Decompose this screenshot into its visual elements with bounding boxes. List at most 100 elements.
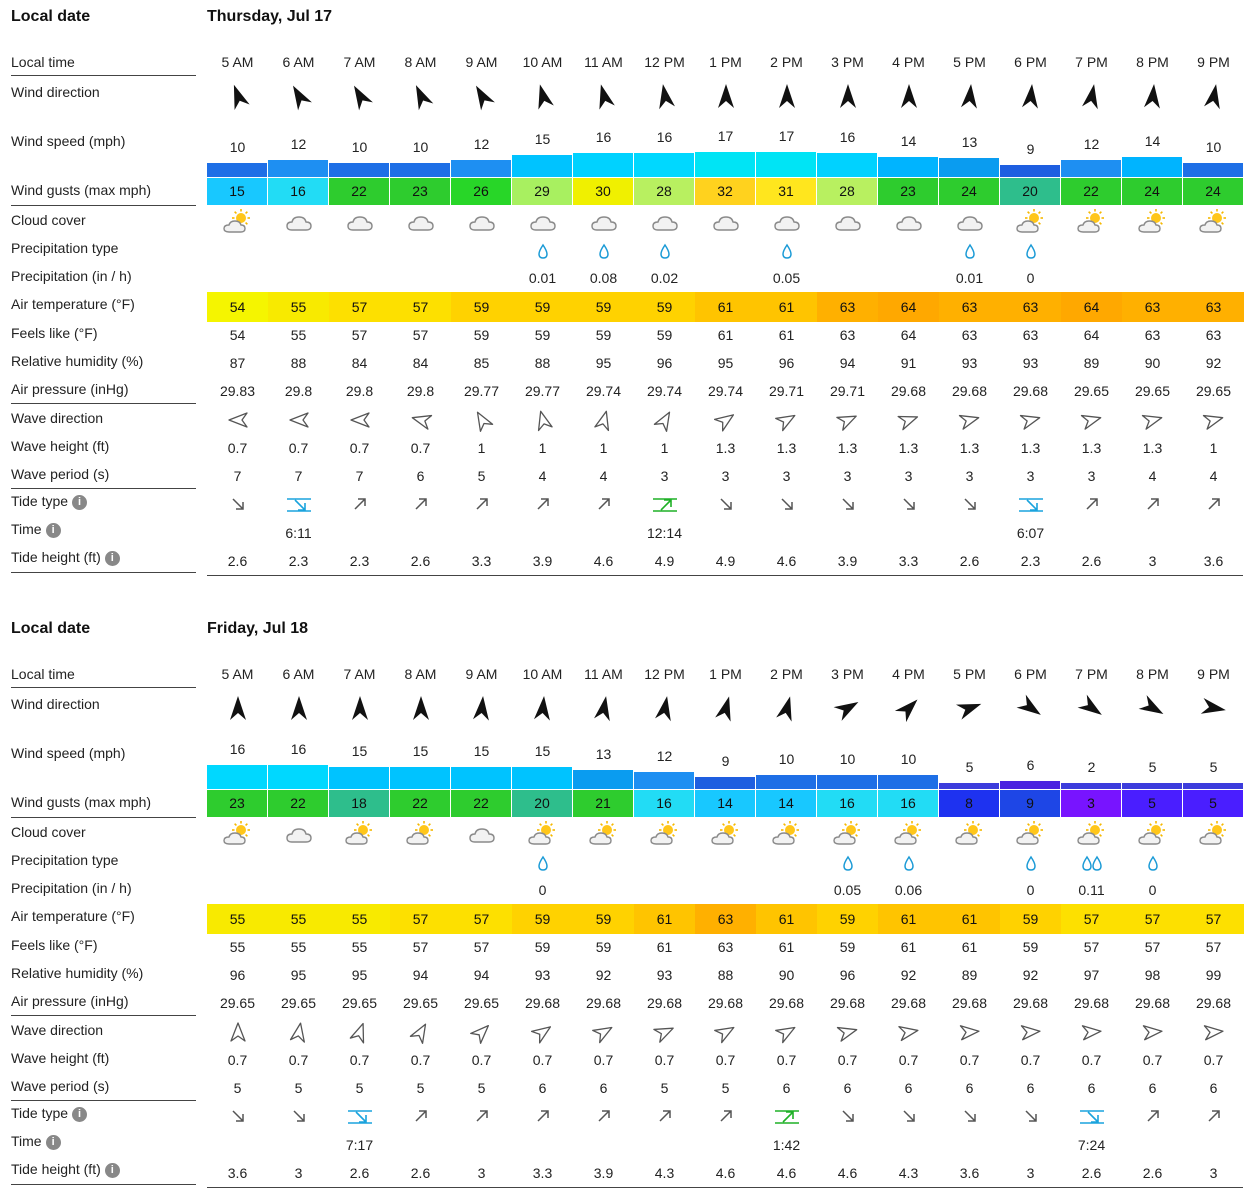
wind-arrow-icon: [1143, 84, 1160, 109]
info-icon[interactable]: i: [104, 550, 120, 566]
rain-drop-icon: [842, 855, 853, 871]
air-temperature-cell: 63: [695, 904, 756, 934]
wind-gust-cell: 30: [573, 178, 633, 205]
wave-height-value: 1: [599, 440, 608, 456]
wave-arrow-icon: [774, 1026, 795, 1044]
sun-cloud-icon: [710, 821, 738, 845]
row-label-text: Precipitation type: [11, 852, 119, 868]
rain-drop-icon: [1147, 855, 1158, 871]
wind-arrow-icon: [412, 696, 429, 720]
wave-height-value: 0.7: [227, 1052, 248, 1068]
feels-like-value: 64: [1083, 327, 1100, 343]
wind-speed-value: 9: [721, 753, 730, 769]
info-icon[interactable]: i: [45, 1134, 61, 1150]
wave-direction-cell: [817, 1021, 878, 1048]
hour-label: 5 PM: [953, 666, 986, 682]
precip-type-cell: [878, 855, 939, 877]
sun-cloud-icon: [1137, 209, 1165, 233]
air-temperature-cell: 57: [451, 904, 512, 934]
wave-period-value: 4: [538, 468, 547, 484]
rain-drop-icon: [537, 243, 548, 259]
wave-direction-cell: [634, 1021, 695, 1048]
info-icon[interactable]: i: [104, 1162, 120, 1178]
sun-cloud-icon: [344, 821, 372, 845]
wave-direction-cell: [695, 1021, 756, 1048]
wind-gust-cell: 9: [1000, 790, 1060, 817]
precip-type-cell: [1000, 243, 1061, 265]
wind-direction-cell: [329, 694, 390, 727]
wave-height-value: 0.7: [776, 1052, 797, 1068]
wind-speed-bar: [878, 775, 938, 789]
air-temperature-cell: 59: [451, 292, 512, 322]
info-icon[interactable]: i: [72, 494, 88, 510]
humidity-value: 93: [534, 967, 551, 983]
row-label-precip: Precipitation (in / h): [11, 880, 132, 896]
feels-like-value: 63: [839, 327, 856, 343]
wind-arrow-icon: [533, 696, 550, 721]
humidity-value: 92: [1205, 355, 1222, 371]
wind-speed-bar: [390, 767, 450, 789]
row-separator: [11, 488, 196, 489]
hour-label: 6 PM: [1014, 54, 1047, 70]
wave-height-value: 1.3: [1020, 440, 1041, 456]
wind-speed-value: 16: [656, 129, 673, 145]
tide-falling-icon: [963, 1110, 976, 1122]
wind-speed-bar: [1183, 783, 1243, 789]
wave-arrow-icon: [469, 1024, 489, 1044]
air-temperature-cell: 59: [1000, 904, 1061, 934]
hour-label: 7 AM: [343, 54, 376, 70]
wave-arrow-icon: [591, 1026, 612, 1044]
row-label-cloud-cover: Cloud cover: [11, 824, 86, 840]
wind-direction-cell: [1122, 82, 1183, 115]
wave-height-value: 0.7: [1203, 1052, 1224, 1068]
feels-like-value: 63: [1144, 327, 1161, 343]
wind-speed-value: 10: [412, 139, 429, 155]
cloud-cover-cell: [329, 821, 390, 851]
humidity-value: 95: [351, 967, 368, 983]
row-label-air-temp: Air temperature (°F): [11, 908, 135, 924]
feels-like-value: 59: [1022, 939, 1039, 955]
info-icon[interactable]: i: [45, 522, 61, 538]
tide-type-cell: [878, 1108, 939, 1129]
row-separator: [11, 817, 196, 818]
wave-arrow-icon: [1141, 414, 1162, 430]
row-separator: [11, 1100, 196, 1101]
wind-speed-value: 17: [778, 128, 795, 144]
cloud-cover-cell: [512, 821, 573, 851]
table-bottom-border: [207, 575, 1243, 576]
air-temperature-cell: 63: [939, 292, 1000, 322]
row-label-tide-height: Tide height (ft) i: [11, 1161, 120, 1178]
wave-height-value: 0.7: [1142, 1052, 1163, 1068]
tide-height-value: 2.6: [349, 1165, 370, 1181]
cloud-cover-cell: [1122, 821, 1183, 851]
wave-period-value: 6: [599, 1080, 608, 1096]
tide-low-icon: [1018, 498, 1043, 512]
info-icon[interactable]: i: [72, 1106, 88, 1122]
cloud-cover-cell: [695, 210, 756, 239]
wind-gust-cell: 16: [878, 790, 938, 817]
wave-arrow-icon: [537, 410, 553, 432]
humidity-value: 93: [961, 355, 978, 371]
wind-direction-cell: [817, 82, 878, 115]
air-temperature-cell: 59: [573, 904, 634, 934]
sun-cloud-icon: [1076, 821, 1104, 845]
pressure-value: 29.77: [463, 383, 500, 399]
tide-rising-icon: [536, 1110, 549, 1122]
cloud-cover-cell: [207, 209, 268, 239]
humidity-value: 96: [229, 967, 246, 983]
wave-height-value: 1: [477, 440, 486, 456]
wave-period-value: 4: [599, 468, 608, 484]
wave-period-value: 7: [294, 468, 303, 484]
wave-arrow-icon: [289, 1022, 305, 1043]
wave-direction-cell: [512, 1021, 573, 1048]
wind-direction-cell: [1183, 82, 1244, 115]
tide-height-value: 3.3: [471, 553, 492, 569]
wind-speed-bar: [268, 765, 328, 789]
humidity-value: 94: [412, 967, 429, 983]
wind-speed-bar: [512, 767, 572, 789]
wave-period-value: 3: [782, 468, 791, 484]
hour-label: 12 PM: [644, 54, 685, 70]
row-label-wind-direction: Wind direction: [11, 696, 100, 712]
tide-falling-icon: [292, 1110, 305, 1122]
wave-period-value: 7: [355, 468, 364, 484]
